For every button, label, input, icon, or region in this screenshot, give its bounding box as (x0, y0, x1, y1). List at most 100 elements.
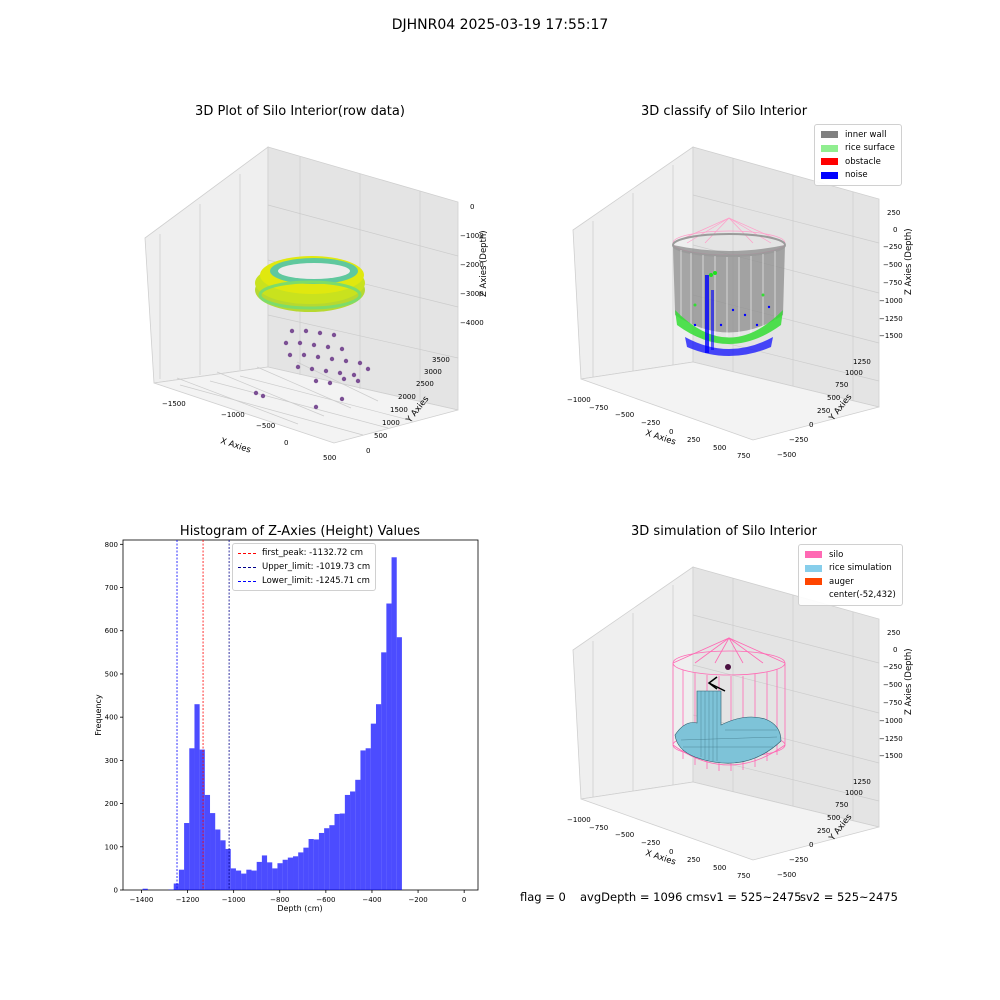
raw-y-tick: 500 (374, 432, 387, 440)
simulation-x-tick: −1000 (567, 816, 591, 824)
histogram-y-tick-label: 600 (105, 627, 118, 635)
histogram-bar (261, 855, 268, 890)
histogram-bar (256, 861, 262, 890)
legend-label: silo (829, 549, 844, 560)
classify-inner-wall (672, 233, 786, 337)
simulation-z-tick: −250 (883, 663, 902, 671)
raw-z-tick: −4000 (460, 319, 484, 327)
raw-x-tick: −1000 (221, 411, 245, 419)
histogram-bar (225, 848, 231, 890)
histogram-plot-area (122, 539, 479, 891)
histogram-bar (215, 829, 221, 890)
simulation-x-tick: −500 (615, 831, 634, 839)
classify-legend: inner wall rice surface obstacle noise (814, 124, 902, 186)
histogram-bar (339, 813, 345, 890)
histogram-bar (220, 840, 226, 890)
histogram-bar (173, 883, 179, 890)
legend-line-swatch (238, 580, 256, 582)
legend-label: obstacle (845, 156, 881, 167)
classify-z-tick: 0 (893, 226, 897, 234)
classify-rice-surface (675, 271, 783, 344)
legend-entry-first-peak: first_peak: -1132.72 cm (238, 546, 370, 560)
histogram-x-tick-label: −400 (362, 896, 381, 904)
histogram-bar (246, 869, 252, 890)
raw-x-tick: −1500 (162, 400, 186, 408)
simulation-z-tick: −500 (883, 681, 902, 689)
histogram-bar (396, 637, 402, 890)
legend-label: inner wall (845, 129, 887, 140)
legend-label: center(-52,432) (829, 590, 896, 601)
histogram-x-tick-label: −1400 (130, 896, 154, 904)
raw-z-tick-labels: 0 −1000 −2000 −3000 −4000 (460, 203, 484, 327)
legend-entry-obstacle: obstacle (821, 155, 895, 169)
simulation-z-tick-labels: 250 0 −250 −500 −750 −1000 −1250 −1500 (879, 629, 903, 760)
legend-entry-upper-limit: Upper_limit: -1019.73 cm (238, 560, 370, 574)
histogram-x-tick-label: −800 (270, 896, 289, 904)
simulation-center-marker (725, 664, 731, 670)
raw-y-tick-labels: 0 500 1000 1500 2000 2500 3000 3500 (366, 356, 450, 455)
histogram-y-ticks: 0 100 200 300 400 500 600 700 800 (105, 541, 123, 895)
raw-noise-points (253, 328, 371, 410)
classify-x-tick-labels: −1000 −750 −500 −250 0 250 500 750 (567, 396, 750, 460)
histogram-chart: −1400 −1200 −1000 −800 −600 −400 −200 0 0 100 200… (94, 539, 479, 913)
histogram-x-tick-label: 0 (462, 896, 466, 904)
classify-y-tick: 750 (835, 381, 848, 389)
simulation-auger (707, 676, 726, 692)
histogram-bar (375, 704, 382, 890)
histogram-y-tick-label: 700 (105, 584, 118, 592)
histogram-y-tick-label: 200 (105, 800, 118, 808)
histogram-bar (287, 857, 294, 890)
classify-x-tick: −250 (641, 419, 660, 427)
raw-y-tick: 2000 (398, 393, 416, 401)
simulation-y-tick: −250 (789, 856, 808, 864)
histogram-bar (386, 603, 392, 890)
raw-y-tick: 3500 (432, 356, 450, 364)
histogram-bar (381, 652, 387, 890)
histogram-bar (298, 852, 304, 890)
histogram-bar (350, 791, 356, 890)
histogram-threshold-lines (176, 540, 230, 890)
histogram-bar (318, 832, 325, 890)
classify-y-tick: −250 (789, 436, 808, 444)
legend-entry-lower-limit: Lower_limit: -1245.71 cm (238, 574, 370, 588)
raw-rice-ring (255, 256, 365, 312)
raw-z-tick: −1000 (460, 232, 484, 240)
histogram-bar (267, 862, 273, 890)
histogram-y-tick-label: 300 (105, 757, 118, 765)
raw-z-tick: −3000 (460, 290, 484, 298)
histogram-bar (272, 868, 278, 890)
raw-y-tick: 2500 (416, 380, 434, 388)
histogram-bar (204, 794, 211, 890)
legend-entry-rice-surface: rice surface (821, 142, 895, 156)
legend-entry-rice-simulation: rice simulation (805, 562, 896, 576)
histogram-bar (199, 749, 205, 890)
histogram-bar (277, 863, 283, 890)
legend-label: auger (829, 576, 854, 587)
classify-x-tick: −500 (615, 411, 634, 419)
legend-label: noise (845, 170, 868, 181)
legend-label: Lower_limit: -1245.71 cm (262, 576, 370, 586)
classify-y-tick: 0 (809, 421, 813, 429)
histogram-bar (210, 813, 216, 890)
simulation-rice-surface (674, 690, 782, 764)
simulation-z-tick: −1250 (879, 735, 903, 743)
histogram-legend: first_peak: -1132.72 cm Upper_limit: -10… (232, 543, 377, 591)
histogram-bar (235, 870, 242, 890)
simulation-z-tick: −1500 (879, 752, 903, 760)
legend-entry-noise: noise (821, 169, 895, 183)
histogram-bar (142, 888, 148, 890)
simulation-y-tick: 1000 (845, 789, 863, 797)
histogram-y-axis-label: Frequency (94, 694, 103, 736)
histogram-x-tick-label: −1200 (176, 896, 200, 904)
legend-swatch (821, 171, 838, 179)
classify-z-tick: −1250 (879, 315, 903, 323)
simulation-y-tick: 0 (809, 841, 813, 849)
legend-swatch (805, 551, 822, 559)
simulation-x-tick-labels: −1000 −750 −500 −250 0 250 500 750 (567, 816, 750, 880)
legend-label: first_peak: -1132.72 cm (262, 548, 364, 558)
histogram-bar (184, 823, 190, 890)
histogram-x-tick-label: −200 (408, 896, 427, 904)
simulation-z-tick: 250 (887, 629, 900, 637)
legend-swatch (805, 578, 822, 586)
legend-entry-auger: auger (805, 575, 896, 589)
